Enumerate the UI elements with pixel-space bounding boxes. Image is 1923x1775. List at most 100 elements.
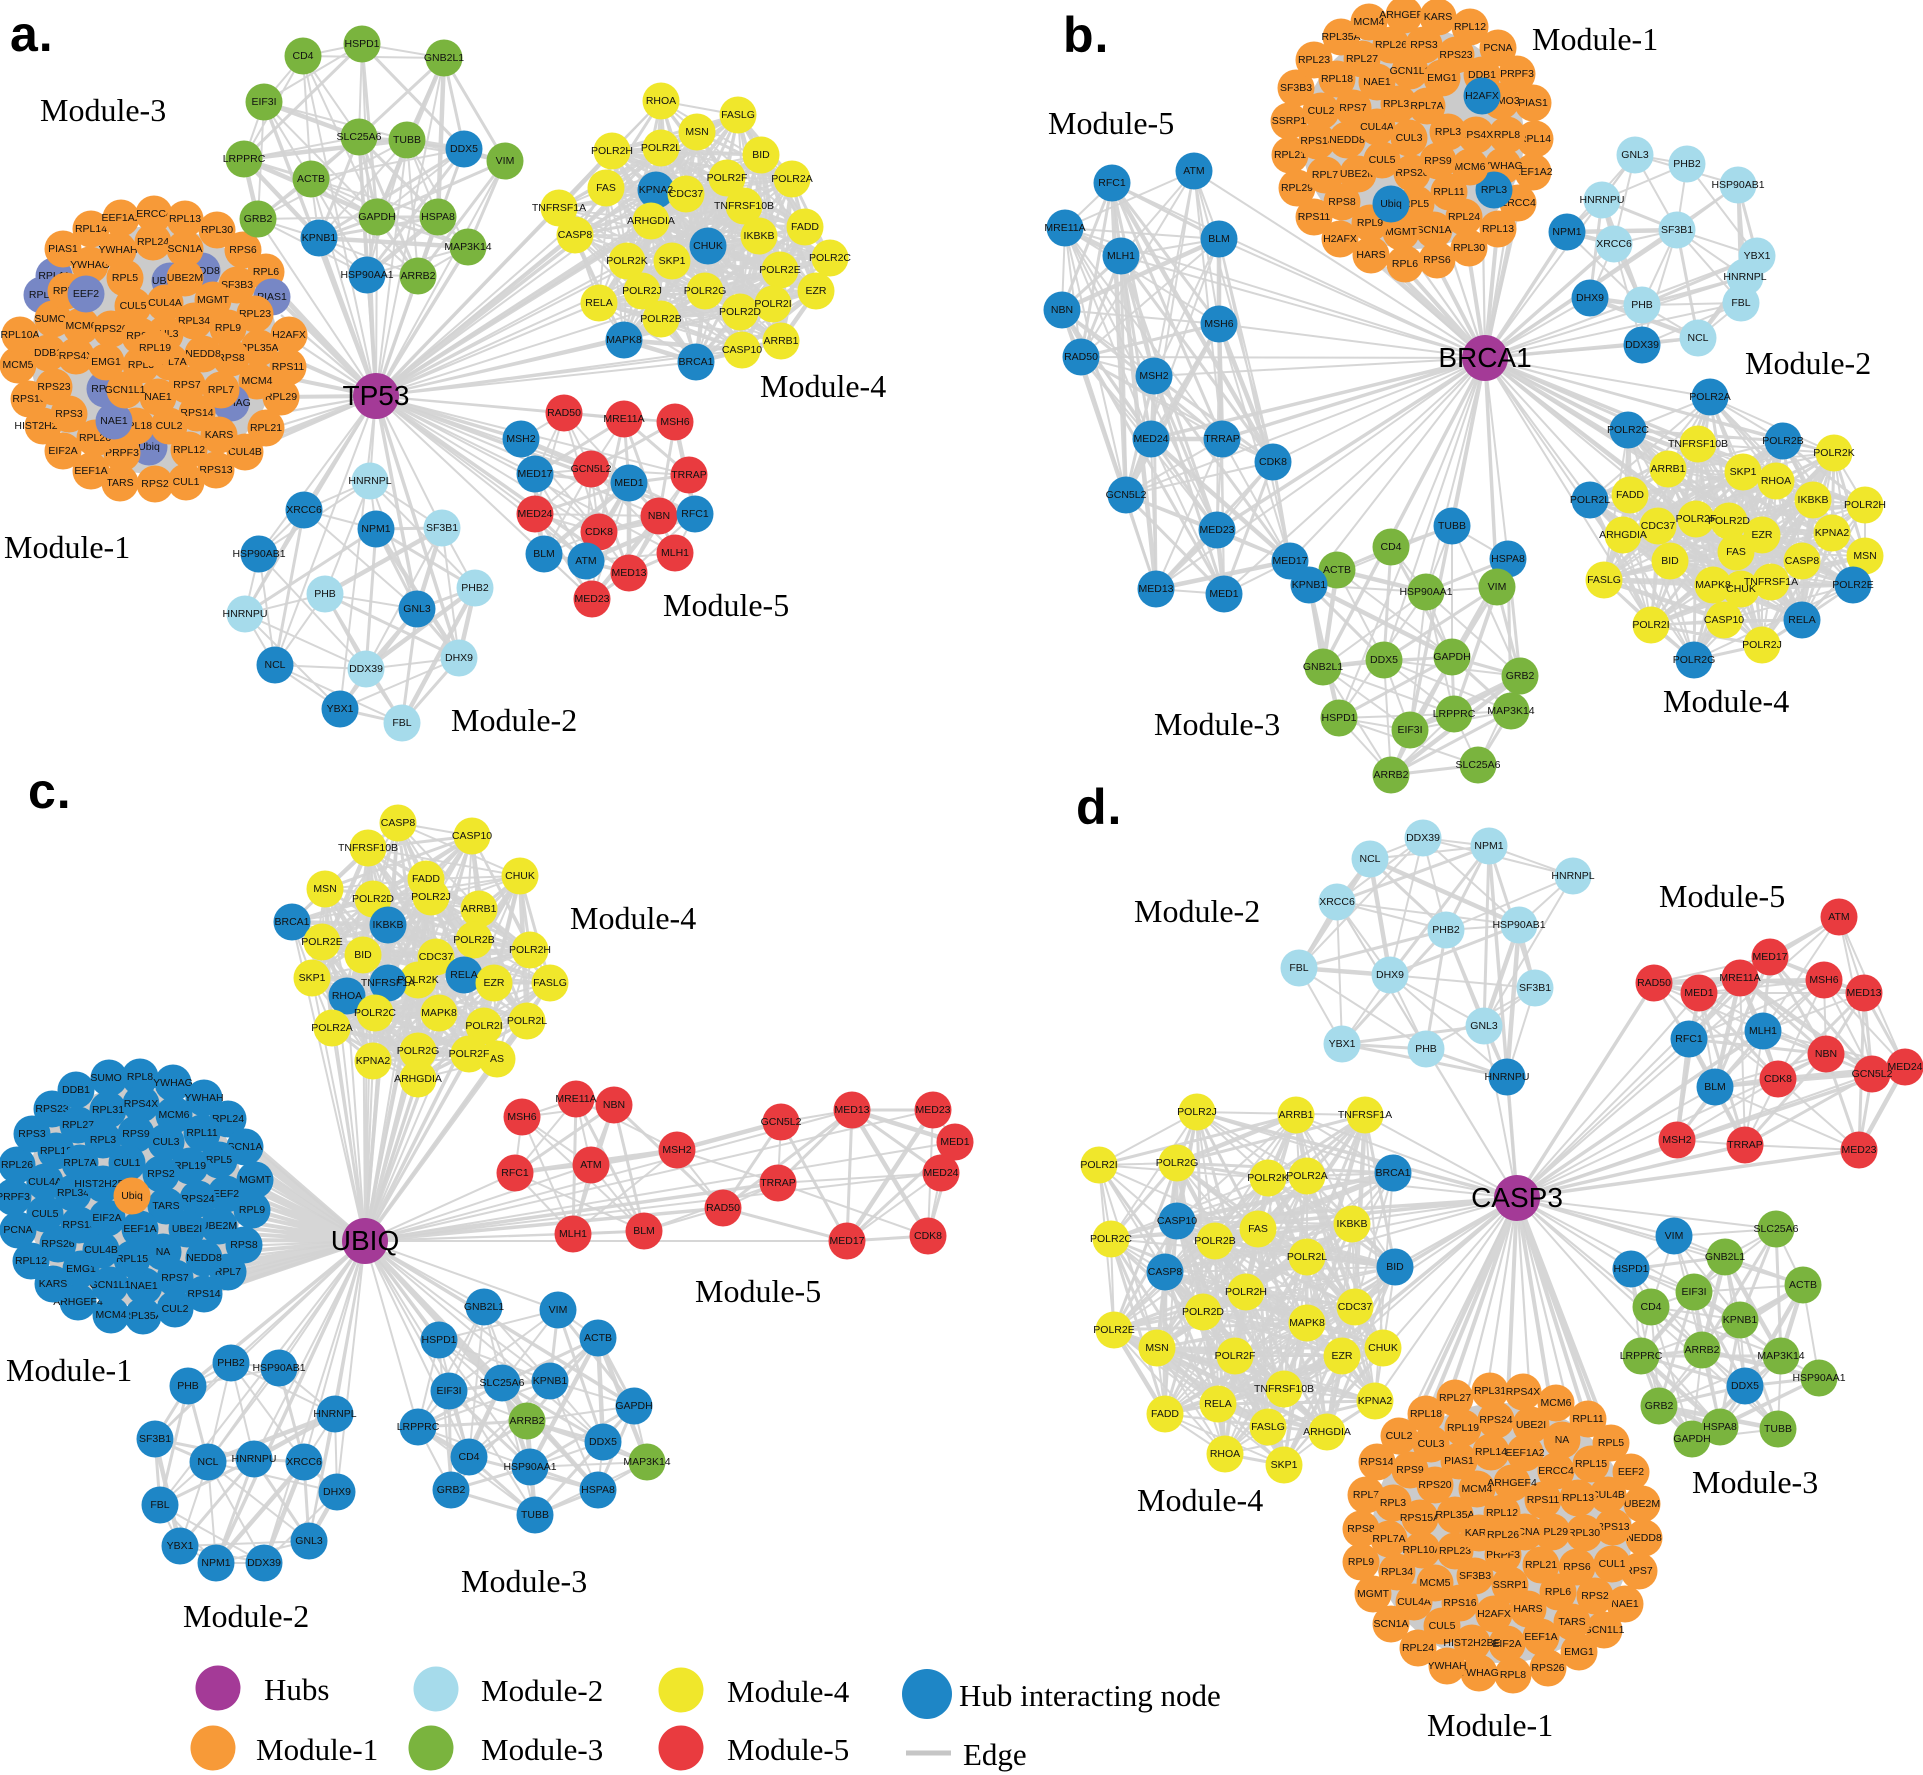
svg-text:FASLG: FASLG xyxy=(1251,1421,1285,1433)
svg-text:SLC25A6: SLC25A6 xyxy=(480,1377,525,1389)
svg-text:ARHGDIA: ARHGDIA xyxy=(1303,1426,1351,1438)
svg-text:MGMT: MGMT xyxy=(1357,1588,1390,1600)
svg-text:CDK8: CDK8 xyxy=(585,526,613,538)
svg-text:RELA: RELA xyxy=(1204,1398,1231,1410)
svg-text:RPL13: RPL13 xyxy=(169,213,201,225)
svg-text:NEDD8: NEDD8 xyxy=(186,1252,222,1264)
svg-text:POLR2J: POLR2J xyxy=(622,285,662,297)
svg-text:ERCC4: ERCC4 xyxy=(136,208,172,220)
svg-text:HNRNPL: HNRNPL xyxy=(348,475,391,487)
svg-text:DDX5: DDX5 xyxy=(1370,654,1398,666)
svg-text:RFC1: RFC1 xyxy=(501,1167,529,1179)
svg-text:RPL30: RPL30 xyxy=(1453,242,1485,254)
svg-text:NBN: NBN xyxy=(648,510,670,522)
svg-text:SLC25A6: SLC25A6 xyxy=(1456,759,1501,771)
svg-text:FBL: FBL xyxy=(392,717,411,729)
svg-text:GCN1L1: GCN1L1 xyxy=(90,1279,131,1291)
svg-text:PHB2: PHB2 xyxy=(1432,924,1460,936)
svg-text:RPS6: RPS6 xyxy=(229,244,257,256)
svg-text:MLH1: MLH1 xyxy=(661,547,689,559)
svg-text:NA: NA xyxy=(156,1246,171,1258)
svg-text:RPL12: RPL12 xyxy=(15,1255,47,1267)
svg-text:HNRNPU: HNRNPU xyxy=(1485,1071,1530,1083)
svg-text:YBX1: YBX1 xyxy=(167,1540,194,1552)
svg-text:ARRB1: ARRB1 xyxy=(461,903,496,915)
svg-text:HIST2H2BE: HIST2H2BE xyxy=(1443,1637,1500,1649)
svg-text:RPL29: RPL29 xyxy=(265,391,297,403)
svg-text:CDK8: CDK8 xyxy=(1764,1073,1792,1085)
svg-text:Module-3: Module-3 xyxy=(481,1732,603,1767)
svg-text:PRPF3: PRPF3 xyxy=(1500,68,1534,80)
svg-text:RPS13: RPS13 xyxy=(199,464,232,476)
svg-text:TP53: TP53 xyxy=(343,380,410,411)
svg-text:BID: BID xyxy=(1661,555,1679,567)
svg-text:NBN: NBN xyxy=(1051,304,1073,316)
svg-text:UBE2I: UBE2I xyxy=(172,1223,202,1235)
svg-text:CASP8: CASP8 xyxy=(558,229,593,241)
svg-text:GCN1L1: GCN1L1 xyxy=(1390,65,1431,77)
svg-text:Module-4: Module-4 xyxy=(760,368,886,404)
svg-text:RPS11: RPS11 xyxy=(1298,211,1331,223)
svg-text:SF3B3: SF3B3 xyxy=(1459,1570,1491,1582)
svg-text:RPL12: RPL12 xyxy=(173,444,205,456)
svg-text:HSPD1: HSPD1 xyxy=(344,38,379,50)
svg-text:HNRNPU: HNRNPU xyxy=(232,1453,277,1465)
svg-text:BRCA1: BRCA1 xyxy=(1375,1167,1410,1179)
svg-text:Ubiq: Ubiq xyxy=(138,441,160,453)
svg-text:ATM: ATM xyxy=(575,555,596,567)
svg-text:DDX39: DDX39 xyxy=(1406,832,1440,844)
svg-text:RPL8: RPL8 xyxy=(1500,1669,1526,1681)
svg-text:SF3B3: SF3B3 xyxy=(221,279,253,291)
svg-text:BRCA1: BRCA1 xyxy=(678,356,713,368)
svg-text:RPL14: RPL14 xyxy=(1519,133,1551,145)
svg-text:KPNB1: KPNB1 xyxy=(1723,1314,1758,1326)
svg-text:RPL21: RPL21 xyxy=(1525,1559,1557,1571)
svg-text:MGMT: MGMT xyxy=(239,1174,272,1186)
svg-text:POLR2A: POLR2A xyxy=(311,1022,352,1034)
svg-text:NAE1: NAE1 xyxy=(144,391,172,403)
svg-text:H2AFX: H2AFX xyxy=(1477,1608,1511,1620)
svg-text:NPM1: NPM1 xyxy=(1552,226,1581,238)
svg-text:HSP90AB1: HSP90AB1 xyxy=(1711,179,1764,191)
svg-text:BLM: BLM xyxy=(1208,233,1230,245)
svg-text:RPL35A: RPL35A xyxy=(239,342,278,354)
svg-text:RPL35A: RPL35A xyxy=(123,1310,162,1322)
svg-text:RPL18: RPL18 xyxy=(1321,73,1353,85)
svg-text:DDB1: DDB1 xyxy=(62,1084,90,1096)
svg-text:POLR2L: POLR2L xyxy=(1570,494,1610,506)
svg-text:YBX1: YBX1 xyxy=(1329,1038,1356,1050)
svg-text:MAPK8: MAPK8 xyxy=(606,334,642,346)
svg-text:MCM5: MCM5 xyxy=(3,359,34,371)
svg-text:MCM6: MCM6 xyxy=(159,1109,190,1121)
svg-text:NBN: NBN xyxy=(1815,1048,1837,1060)
svg-text:ARRB2: ARRB2 xyxy=(400,270,435,282)
svg-text:MCM6: MCM6 xyxy=(1455,161,1486,173)
svg-text:LRPPRC: LRPPRC xyxy=(1620,1350,1663,1362)
svg-text:EMG1: EMG1 xyxy=(1427,72,1457,84)
svg-text:POLR2E: POLR2E xyxy=(759,264,800,276)
svg-text:RFC1: RFC1 xyxy=(1675,1033,1703,1045)
svg-text:POLR2C: POLR2C xyxy=(1607,424,1649,436)
svg-text:TARS: TARS xyxy=(106,477,133,489)
svg-text:ARHGDIA: ARHGDIA xyxy=(1599,529,1647,541)
svg-text:RPS6: RPS6 xyxy=(1563,1561,1591,1573)
svg-text:CUL5: CUL5 xyxy=(1369,154,1396,166)
svg-text:Module-2: Module-2 xyxy=(451,702,577,738)
svg-text:CUL1: CUL1 xyxy=(173,476,200,488)
svg-text:RPL34: RPL34 xyxy=(57,1187,89,1199)
svg-text:Module-1: Module-1 xyxy=(6,1352,132,1388)
svg-text:EMG1: EMG1 xyxy=(1564,1646,1594,1658)
svg-text:H2AFX: H2AFX xyxy=(1465,90,1499,102)
svg-text:NA: NA xyxy=(1555,1434,1570,1446)
svg-text:RPL10A: RPL10A xyxy=(1402,1544,1441,1556)
svg-text:TNFRSF10B: TNFRSF10B xyxy=(338,842,398,854)
svg-text:RPL29: RPL29 xyxy=(1536,1526,1568,1538)
svg-text:ARHGDIA: ARHGDIA xyxy=(627,215,675,227)
svg-text:CUL4A: CUL4A xyxy=(1397,1596,1431,1608)
svg-text:Module-5: Module-5 xyxy=(1048,105,1174,141)
svg-text:HSP90AB1: HSP90AB1 xyxy=(252,1362,305,1374)
svg-text:EIF2A: EIF2A xyxy=(92,1212,121,1224)
svg-text:RPL15: RPL15 xyxy=(116,1253,148,1265)
svg-text:RPL9: RPL9 xyxy=(1357,217,1383,229)
svg-text:Module-2: Module-2 xyxy=(183,1598,309,1634)
